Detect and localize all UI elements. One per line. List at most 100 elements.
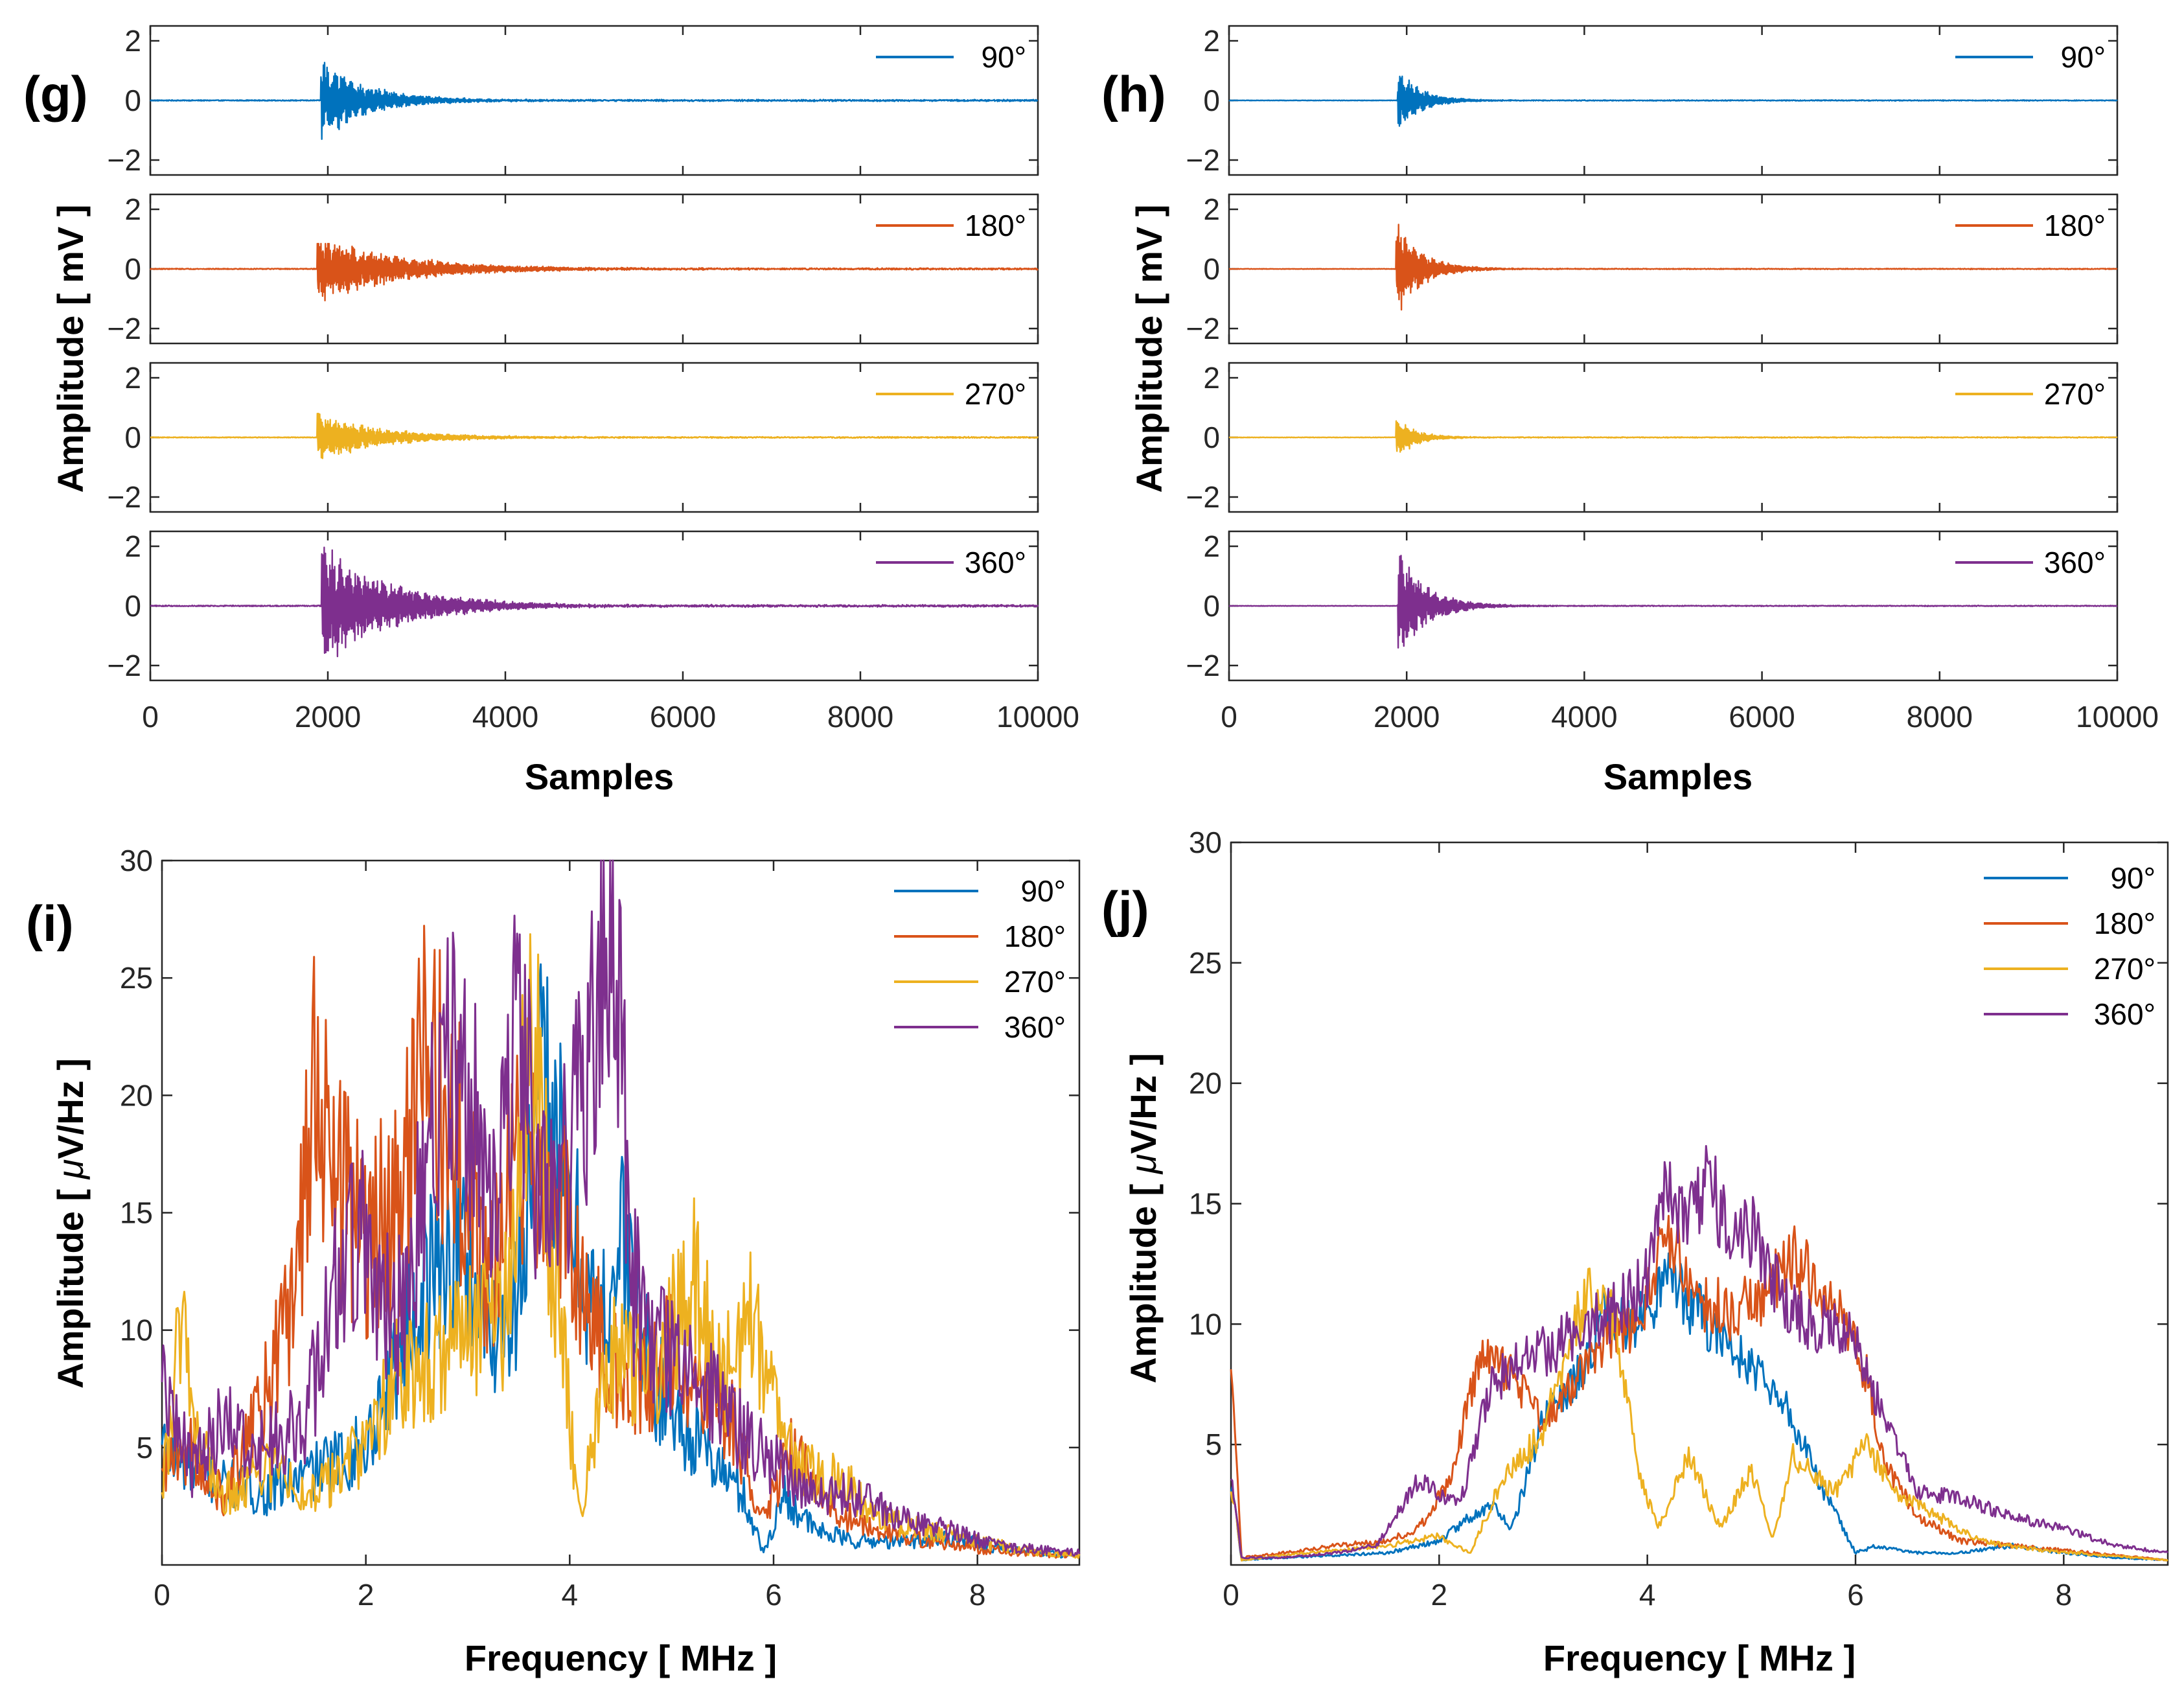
panel-g-time-signals: (g) Amplitude [ mV ] Samples −202 90°−202…: [23, 24, 1079, 797]
g-subplot-90: −2 0 2 90°: [108, 24, 1039, 177]
j-ytick-label: 20: [1189, 1067, 1222, 1100]
i-ytick-label: 10: [120, 1314, 153, 1347]
h-ytick-label: −2: [1186, 143, 1220, 177]
i-legend-label-90: 90°: [1020, 874, 1066, 908]
panel-i-frequency-spectrum: (i) Amplitude [ μV/Hz ] Frequency [ MHz …: [26, 844, 1081, 1678]
g-ytick-label: 0: [124, 84, 141, 117]
h-legend-label-180: 180°: [2044, 209, 2106, 242]
j-legend-label-270: 270°: [2094, 952, 2155, 986]
j-ytick-label: 10: [1189, 1307, 1222, 1341]
panel-label-g: (g): [23, 65, 88, 122]
g-series-90: [150, 62, 1039, 140]
i-series-360: [161, 859, 1081, 1557]
j-xtick-label: 0: [1223, 1578, 1239, 1612]
h-subplot-270: −2 0 2 270°: [1186, 361, 2119, 514]
h-series-90: [1228, 75, 2118, 127]
h-subplot-90: −2 0 2 90°: [1186, 24, 2119, 177]
h-ylabel: Amplitude [ mV ]: [1129, 205, 1169, 493]
j-series-360: [1230, 1145, 2169, 1560]
g-subplot-360: −2 0 2 360°: [108, 529, 1039, 682]
g-xlabel: Samples: [525, 756, 674, 797]
h-ytick-label: 2: [1203, 529, 1220, 563]
j-legend-label-180: 180°: [2094, 907, 2155, 940]
g-ytick-label: 0: [124, 421, 141, 454]
j-ytick-label: 5: [1205, 1428, 1222, 1461]
g-legend-label-270: 270°: [965, 377, 1026, 411]
g-ylabel: Amplitude [ mV ]: [50, 205, 91, 493]
j-xlabel: Frequency [ MHz ]: [1543, 1638, 1856, 1678]
j-legend-label-90: 90°: [2110, 861, 2155, 895]
h-ytick-label: 2: [1203, 361, 1220, 395]
h-legend-label-270: 270°: [2044, 377, 2106, 411]
g-ytick-label: −2: [108, 143, 141, 177]
i-plot-area: 5 10 15 20 25 30 0 2 4 6 8 90° 180° 270° 360°: [120, 844, 1081, 1612]
h-xtick-label: 10000: [2076, 700, 2159, 734]
h-ytick-label: 2: [1203, 24, 1220, 58]
h-xtick-label: 0: [1221, 700, 1237, 734]
j-ylabel: Amplitude [ μV/Hz ]: [1123, 1053, 1164, 1383]
j-ytick-label: 15: [1189, 1187, 1222, 1221]
h-ytick-label: −2: [1186, 480, 1220, 514]
g-xtick-label: 10000: [996, 700, 1079, 734]
g-series-270: [150, 413, 1039, 459]
g-legend-label-90: 90°: [981, 40, 1026, 74]
j-series-270: [1230, 1268, 2168, 1562]
j-xtick-label: 4: [1639, 1578, 1656, 1612]
i-ylabel: Amplitude [ μV/Hz ]: [50, 1058, 91, 1389]
j-ytick-label: 25: [1189, 946, 1222, 980]
j-plot-area: 5 10 15 20 25 30 0 2 4 6 8 90° 180° 270° 360°: [1189, 826, 2169, 1612]
g-ytick-label: 0: [124, 252, 141, 286]
g-ytick-label: 2: [124, 529, 141, 563]
g-ytick-label: −2: [108, 649, 141, 682]
i-ytick-label: 25: [120, 961, 153, 995]
panel-label-i: (i): [26, 895, 74, 952]
g-ytick-label: 2: [124, 361, 141, 395]
g-ytick-label: 2: [124, 192, 141, 226]
h-subplot-360: −2 0 2 360°: [1186, 529, 2119, 682]
j-xtick-label: 6: [1847, 1578, 1864, 1612]
g-xtick-label: 2000: [295, 700, 361, 734]
h-ytick-label: −2: [1186, 312, 1220, 345]
g-subplot-270: −2 0 2 270°: [108, 361, 1039, 514]
g-xtick-label: 6000: [650, 700, 716, 734]
panel-h-time-signals: (h) Amplitude [ mV ] Samples −202 90°−202…: [1101, 24, 2159, 797]
g-series-360: [150, 546, 1039, 658]
g-xtick-label: 8000: [827, 700, 893, 734]
i-ytick-label: 5: [136, 1431, 153, 1464]
j-xtick-label: 8: [2056, 1578, 2073, 1612]
h-series-360: [1228, 555, 2118, 649]
i-legend-label-360: 360°: [1004, 1010, 1066, 1044]
h-ytick-label: −2: [1186, 649, 1220, 682]
h-series-270: [1228, 420, 2118, 453]
h-xtick-label: 4000: [1551, 700, 1617, 734]
g-ytick-label: −2: [108, 480, 141, 514]
j-xtick-label: 2: [1431, 1578, 1448, 1612]
i-xlabel: Frequency [ MHz ]: [465, 1638, 777, 1678]
h-series-180: [1228, 224, 2118, 311]
h-ytick-label: 0: [1203, 84, 1220, 117]
i-ytick-label: 20: [120, 1078, 153, 1112]
i-xtick-label: 4: [562, 1578, 579, 1612]
h-xlabel: Samples: [1604, 756, 1753, 797]
i-xtick-label: 0: [154, 1578, 170, 1612]
i-xtick-label: 6: [765, 1578, 782, 1612]
i-legend-label-180: 180°: [1004, 920, 1066, 953]
g-legend-label-180: 180°: [965, 209, 1026, 242]
i-ytick-label: 15: [120, 1196, 153, 1230]
i-legend-label-270: 270°: [1004, 965, 1066, 999]
panel-j-frequency-spectrum: (j) Amplitude [ μV/Hz ] Frequency [ MHz …: [1101, 826, 2169, 1678]
h-ytick-label: 0: [1203, 252, 1220, 286]
j-legend-label-360: 360°: [2094, 997, 2155, 1031]
i-xtick-label: 8: [969, 1578, 986, 1612]
h-xtick-label: 6000: [1729, 700, 1795, 734]
h-legend-label-90: 90°: [2060, 40, 2106, 74]
h-ytick-label: 0: [1203, 589, 1220, 623]
g-ytick-label: 2: [124, 24, 141, 58]
i-ytick-label: 30: [120, 844, 153, 877]
panel-label-j: (j): [1101, 881, 1149, 938]
h-xtick-label: 2000: [1374, 700, 1440, 734]
h-ytick-label: 2: [1203, 192, 1220, 226]
h-xtick-label: 8000: [1907, 700, 1973, 734]
g-xtick-label: 4000: [472, 700, 538, 734]
